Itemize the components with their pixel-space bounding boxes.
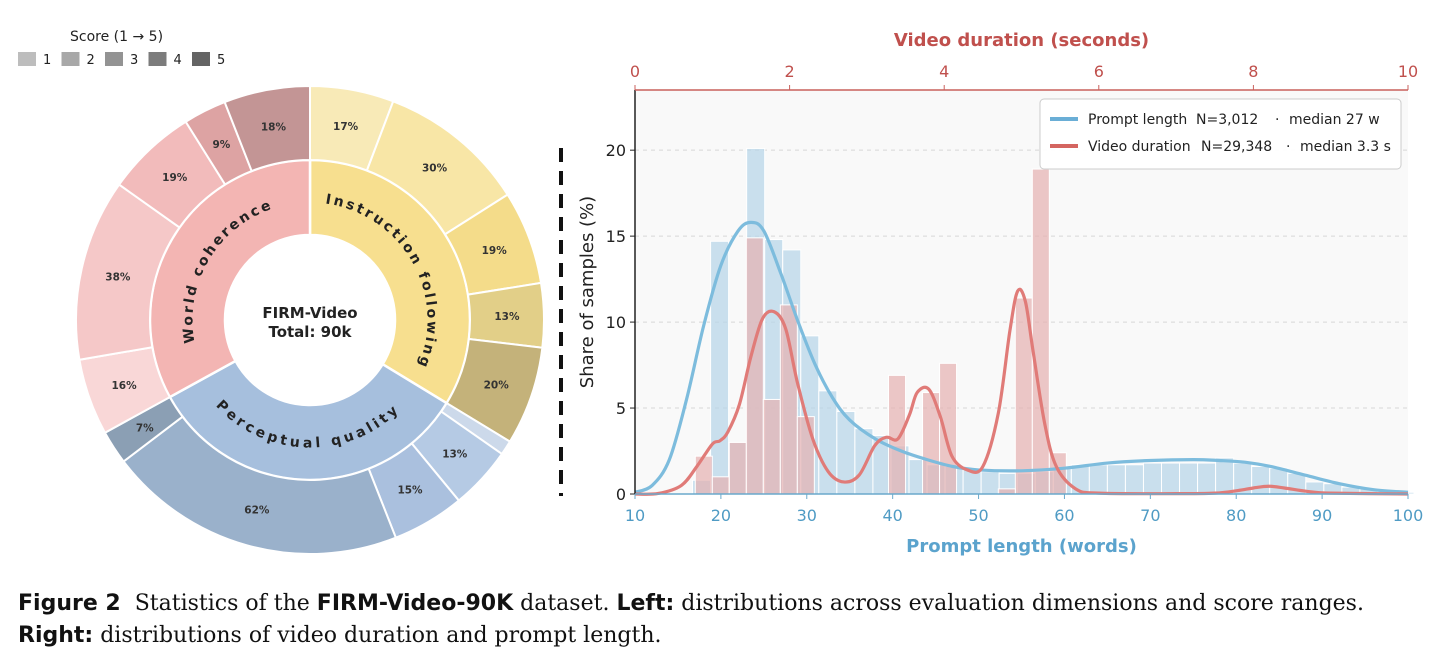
x-bottom-tick-label: 10 (625, 506, 645, 525)
center-title: FIRM-Video (262, 304, 357, 322)
legend-label: 4 (174, 53, 182, 68)
x-bottom-tick-label: 40 (882, 506, 902, 525)
prompt-length-bar (854, 428, 874, 495)
x-bottom-tick-label: 30 (797, 506, 817, 525)
segment-percent-label: 17% (333, 121, 359, 133)
video-duration-bar (888, 374, 907, 495)
prompt-length-bar (1197, 462, 1217, 495)
x-top-tick-label: 10 (1398, 62, 1418, 81)
center-subtitle: Total: 90k (268, 323, 352, 341)
outer-ring-segment (223, 84, 311, 173)
caption-left-label: Left: (616, 591, 675, 616)
segment-percent-label: 38% (105, 271, 131, 283)
score-legend: Score (1 → 5) 1 2 3 4 5 (18, 29, 225, 68)
legend-separator: · (1286, 139, 1290, 155)
legend-title: Score (1 → 5) (70, 29, 163, 45)
segment-percent-label: 15% (397, 485, 423, 497)
segment-percent-label: 30% (422, 162, 448, 174)
video-duration-bar (728, 441, 747, 495)
x-bottom-tick-label: 50 (968, 506, 988, 525)
y-tick-label: 20 (606, 141, 626, 160)
segment-percent-label: 16% (111, 380, 137, 392)
x-top-tick-label: 0 (630, 62, 640, 81)
prompt-length-bar (980, 471, 1000, 495)
legend-series-median: median 3.3 s (1300, 139, 1391, 155)
caption-dataset-name: FIRM-Video-90K (316, 591, 514, 616)
video-duration-bar (796, 416, 815, 495)
x-top-tick-label: 2 (785, 62, 795, 81)
prompt-length-bar (1106, 464, 1126, 495)
prompt-length-bar (1179, 462, 1199, 495)
y-tick-label: 15 (606, 227, 626, 246)
legend-swatch (18, 52, 36, 66)
caption-text-3: distributions across evaluation dimensio… (674, 591, 1364, 616)
prompt-length-bar (1160, 462, 1181, 495)
legend-label: 2 (87, 53, 95, 68)
histogram-legend: Prompt length N=3,012 · median 27 w Video du… (1039, 98, 1402, 170)
segment-percent-label: 19% (162, 172, 188, 184)
segment-percent-label: 13% (494, 311, 520, 323)
center-hole (226, 236, 394, 404)
video-duration-bar (762, 398, 781, 495)
sunburst-chart: 17%30%19%13%20%Instruction following13%1… (75, 84, 545, 555)
legend-swatch (192, 52, 210, 66)
legend-series-count: N=29,348 (1201, 139, 1272, 155)
y-tick-label: 5 (616, 399, 626, 418)
x-bottom-tick-label: 80 (1226, 506, 1246, 525)
legend-swatch (105, 52, 123, 66)
prompt-length-bar (1269, 467, 1289, 495)
x-bottom-tick-label: 20 (711, 506, 731, 525)
caption-text-4: distributions of video duration and prom… (93, 623, 662, 648)
legend-label: 1 (43, 53, 51, 68)
prompt-length-kde-line (634, 220, 1409, 494)
legend-swatch (61, 52, 80, 66)
video-duration-bar (1031, 168, 1050, 495)
legend-separator: · (1275, 112, 1279, 128)
caption-right-label: Right: (18, 623, 94, 648)
legend-series-name: Video duration (1088, 139, 1191, 155)
video-duration-bar (711, 476, 730, 495)
x-top-tick-label: 4 (939, 62, 949, 81)
caption-text-2: dataset. (513, 591, 617, 616)
prompt-length-bar (1088, 464, 1108, 495)
prompt-length-bar (1251, 465, 1271, 495)
caption-text-1: Statistics of the (120, 591, 317, 616)
segment-percent-label: 62% (244, 505, 270, 517)
legend-label: 3 (130, 53, 138, 68)
segment-percent-label: 20% (484, 379, 510, 391)
x-top-tick-label: 6 (1094, 62, 1104, 81)
prompt-length-bar (1142, 462, 1162, 495)
video-duration-bar (997, 488, 1016, 495)
y-axis-title: Share of samples (%) (577, 196, 598, 388)
x-top-tick-label: 8 (1248, 62, 1258, 81)
x-bottom-tick-label: 90 (1312, 506, 1332, 525)
video-duration-bar (694, 455, 713, 495)
segment-percent-label: 19% (482, 245, 508, 257)
segment-percent-label: 7% (136, 422, 154, 434)
caption-figure-label: Figure 2 (18, 591, 121, 616)
legend-series-name: Prompt length (1088, 112, 1187, 128)
x-bottom-tick-label: 70 (1140, 506, 1160, 525)
legend-series-count: N=3,012 (1196, 112, 1258, 128)
prompt-length-bar (1124, 464, 1144, 495)
segment-percent-label: 13% (442, 449, 468, 461)
figure-caption: Figure 2 Statistics of the FIRM-Video-90… (18, 588, 1438, 652)
video-duration-bar (779, 304, 798, 495)
legend-series-median: median 27 w (1289, 112, 1380, 128)
x-bottom-tick-label: 100 (1393, 506, 1424, 525)
legend-swatch (148, 52, 167, 66)
x-axis-bottom-title: Prompt length (words) (906, 536, 1137, 557)
legend-label: 5 (217, 53, 225, 68)
x-bottom-tick-label: 60 (1054, 506, 1074, 525)
legend-box (1039, 98, 1402, 170)
histogram-chart: 0 5 10 15 20 10 20 30 40 50 60 70 80 90 100 0 2 4 6 8 10 Prom… (577, 30, 1423, 557)
prompt-length-bar (710, 240, 730, 495)
segment-percent-label: 9% (212, 139, 230, 151)
y-tick-label: 0 (616, 485, 626, 504)
y-tick-label: 10 (606, 313, 626, 332)
segment-percent-label: 18% (261, 121, 287, 133)
x-axis-top-title: Video duration (seconds) (894, 30, 1149, 51)
prompt-length-bar (1215, 457, 1235, 495)
